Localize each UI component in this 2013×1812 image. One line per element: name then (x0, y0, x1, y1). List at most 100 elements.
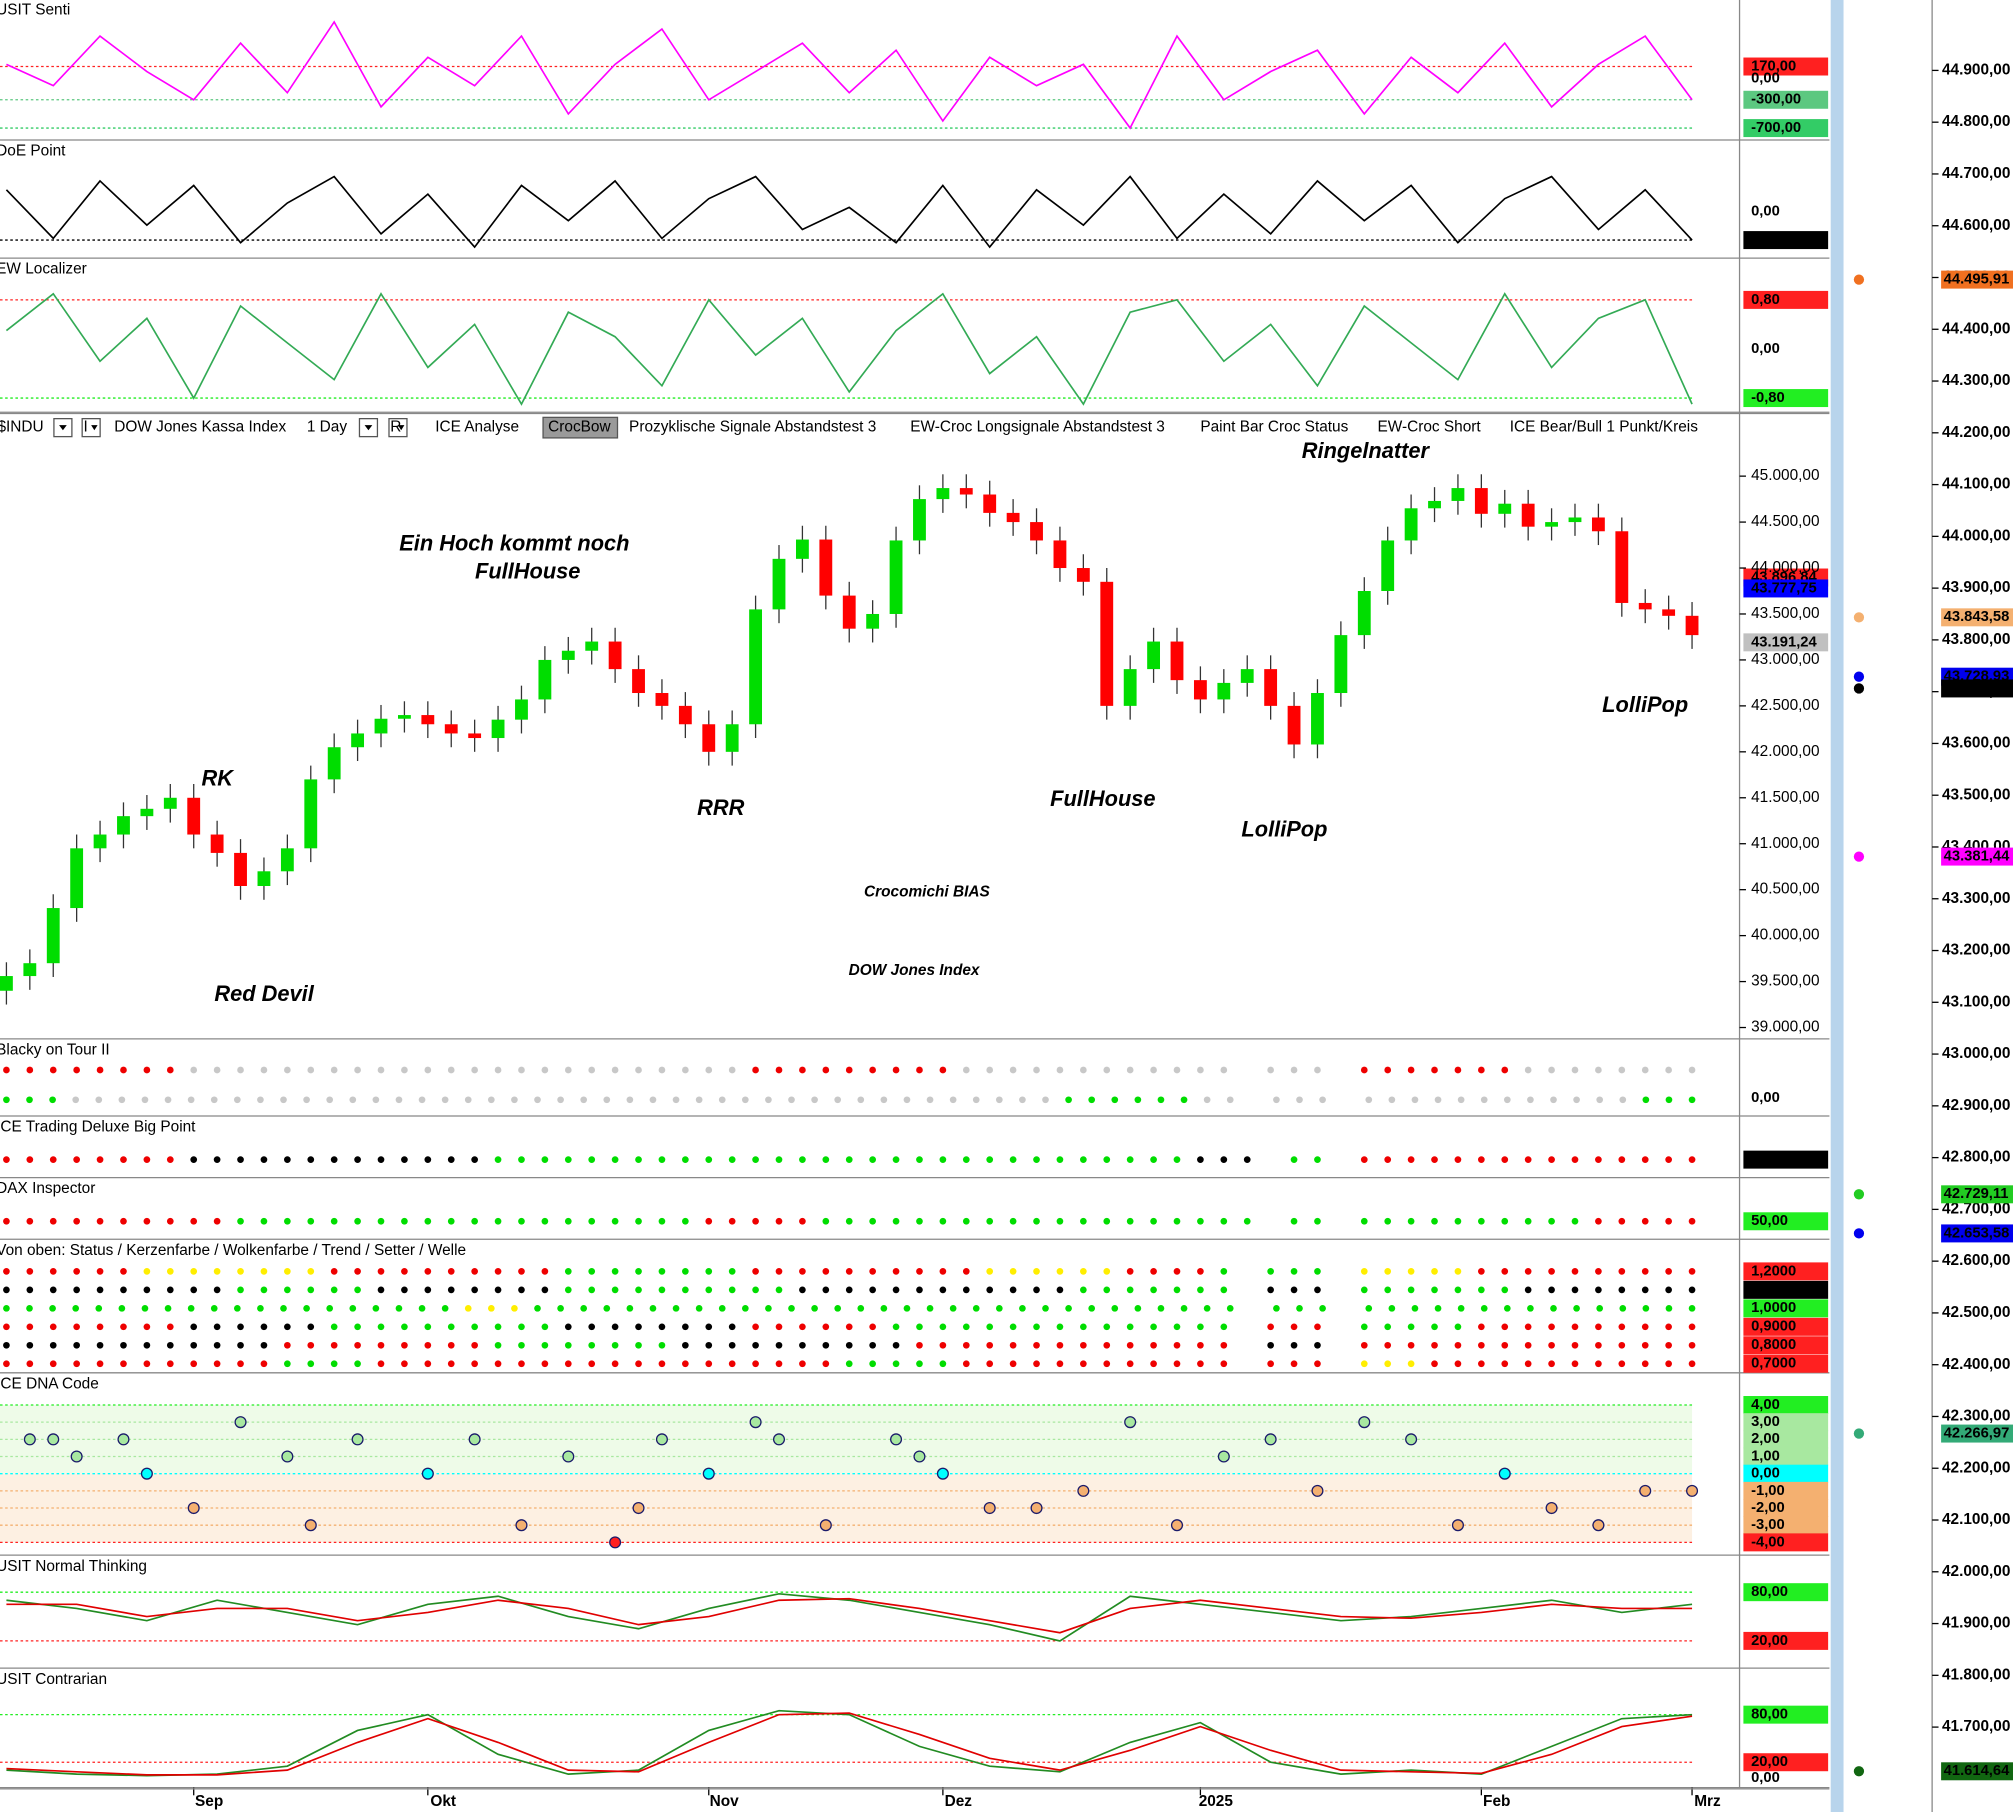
status-dot (1454, 1217, 1462, 1225)
indicator-tab[interactable]: ICE Bear/Bull 1 Punkt/Kreis (1510, 419, 1698, 436)
pattern-annotation: RK (202, 765, 236, 790)
dropdown-arrow[interactable] (59, 425, 67, 431)
indicator-tab[interactable]: ICE Analyse (435, 419, 519, 436)
indicator-line (6, 20, 1693, 130)
status-dot (120, 1268, 127, 1275)
value-tag-label: 0,9000 (1751, 1319, 1796, 1335)
status-dot (1180, 1096, 1188, 1104)
status-dot (1641, 1156, 1649, 1163)
status-dot (916, 1066, 923, 1074)
dropdown[interactable] (81, 418, 101, 438)
status-dot (564, 1360, 572, 1368)
status-dot (1197, 1360, 1204, 1368)
status-dot (1080, 1323, 1087, 1331)
status-dot (1501, 1268, 1509, 1275)
status-dot (1009, 1360, 1017, 1368)
dropdown-label[interactable]: R (390, 419, 401, 436)
x-tick-label: 2025 (1199, 1793, 1234, 1810)
status-dot (354, 1323, 361, 1331)
status-dot (916, 1286, 923, 1294)
dropdown[interactable] (388, 418, 408, 438)
status-dot (892, 1323, 900, 1331)
status-dot (1290, 1066, 1298, 1074)
y-tick-label: 43.000,00 (1751, 651, 1819, 668)
status-dot (424, 1323, 432, 1331)
indicator-tab[interactable]: EW-Croc Longsignale Abstandstest 3 (910, 419, 1165, 436)
status-dot (1501, 1323, 1509, 1331)
pattern-annotation: Ein Hoch kommt noch (399, 530, 629, 555)
status-dot (1033, 1268, 1040, 1275)
y-tick-label: 44.800,00 (1942, 113, 2010, 130)
status-dot (1571, 1360, 1579, 1368)
y-tick-label: 41.700,00 (1942, 1718, 2010, 1735)
candle-body (1521, 503, 1535, 527)
status-dot (377, 1360, 385, 1368)
candle-body (374, 718, 388, 734)
status-dot (799, 1066, 806, 1074)
candle-body (234, 852, 247, 886)
status-dot (1319, 1096, 1326, 1104)
indicator-tab[interactable]: EW-Croc Short (1378, 419, 1482, 436)
panel-title: Blacky on Tour II (0, 1042, 110, 1059)
status-dot (1688, 1341, 1696, 1349)
y-tick-label: 42.000,00 (1942, 1563, 2010, 1580)
status-dot (1688, 1268, 1696, 1275)
status-dot (1454, 1156, 1462, 1163)
signal-marker (1853, 671, 1865, 682)
status-dot (1618, 1066, 1626, 1074)
indicator-tab[interactable]: Prozyklische Signale Abstandstest 3 (629, 419, 876, 436)
dropdown-arrow[interactable] (397, 425, 405, 431)
status-dot (1009, 1217, 1017, 1225)
status-dot (494, 1286, 502, 1294)
status-dot (143, 1286, 151, 1294)
y-tick-label: 44.900,00 (1942, 61, 2010, 78)
status-dot (939, 1268, 947, 1275)
status-dot (799, 1286, 806, 1294)
status-dot (424, 1286, 432, 1294)
status-dot (303, 1304, 310, 1312)
status-dot (1501, 1360, 1509, 1368)
status-dot (1665, 1217, 1672, 1225)
y-tick-label: 43.600,00 (1942, 734, 2010, 751)
candle-body (1123, 669, 1137, 706)
dropdown-arrow[interactable] (364, 425, 373, 431)
status-dot (658, 1217, 666, 1225)
price-tag-label: 42.266,97 (1944, 1425, 2010, 1441)
status-dot (96, 1341, 104, 1349)
status-dot (213, 1323, 221, 1331)
active-item-bg (542, 416, 619, 439)
status-dot (330, 1156, 338, 1163)
indicator-tab[interactable]: Paint Bar Croc Status (1200, 419, 1348, 436)
candle-body (983, 494, 997, 513)
indicator-tab[interactable]: CrocBow (548, 419, 611, 436)
status-dot (330, 1286, 338, 1294)
dropdown-label[interactable]: I (83, 419, 87, 436)
y-tick-label: 39.500,00 (1751, 973, 1819, 990)
status-dot (775, 1066, 783, 1074)
status-dot (564, 1156, 572, 1163)
status-dot (26, 1341, 34, 1349)
panel-title: EW Localizer (0, 261, 87, 278)
status-dot (260, 1066, 268, 1074)
dna-point (281, 1450, 294, 1463)
pattern-annotation: LolliPop (1602, 692, 1688, 717)
value-tag (1743, 1583, 1829, 1602)
status-dot (354, 1268, 361, 1275)
dropdown-arrow[interactable] (91, 425, 98, 431)
candle-body (23, 963, 37, 977)
candle-body (1357, 591, 1371, 636)
status-dot (869, 1066, 876, 1074)
y-tick-label: 44.000,00 (1751, 559, 1819, 576)
status-dot (939, 1217, 947, 1225)
status-dot (1173, 1268, 1181, 1275)
y-tick-label: 41.000,00 (1751, 835, 1819, 852)
status-dot (1618, 1323, 1626, 1331)
dna-point (1545, 1501, 1558, 1515)
status-dot (892, 1286, 900, 1294)
status-dot (1220, 1341, 1228, 1349)
dna-point (1264, 1433, 1277, 1446)
pattern-annotation: FullHouse (475, 559, 580, 584)
status-dot (603, 1096, 611, 1104)
status-dot (494, 1323, 502, 1331)
status-dot (96, 1156, 104, 1163)
